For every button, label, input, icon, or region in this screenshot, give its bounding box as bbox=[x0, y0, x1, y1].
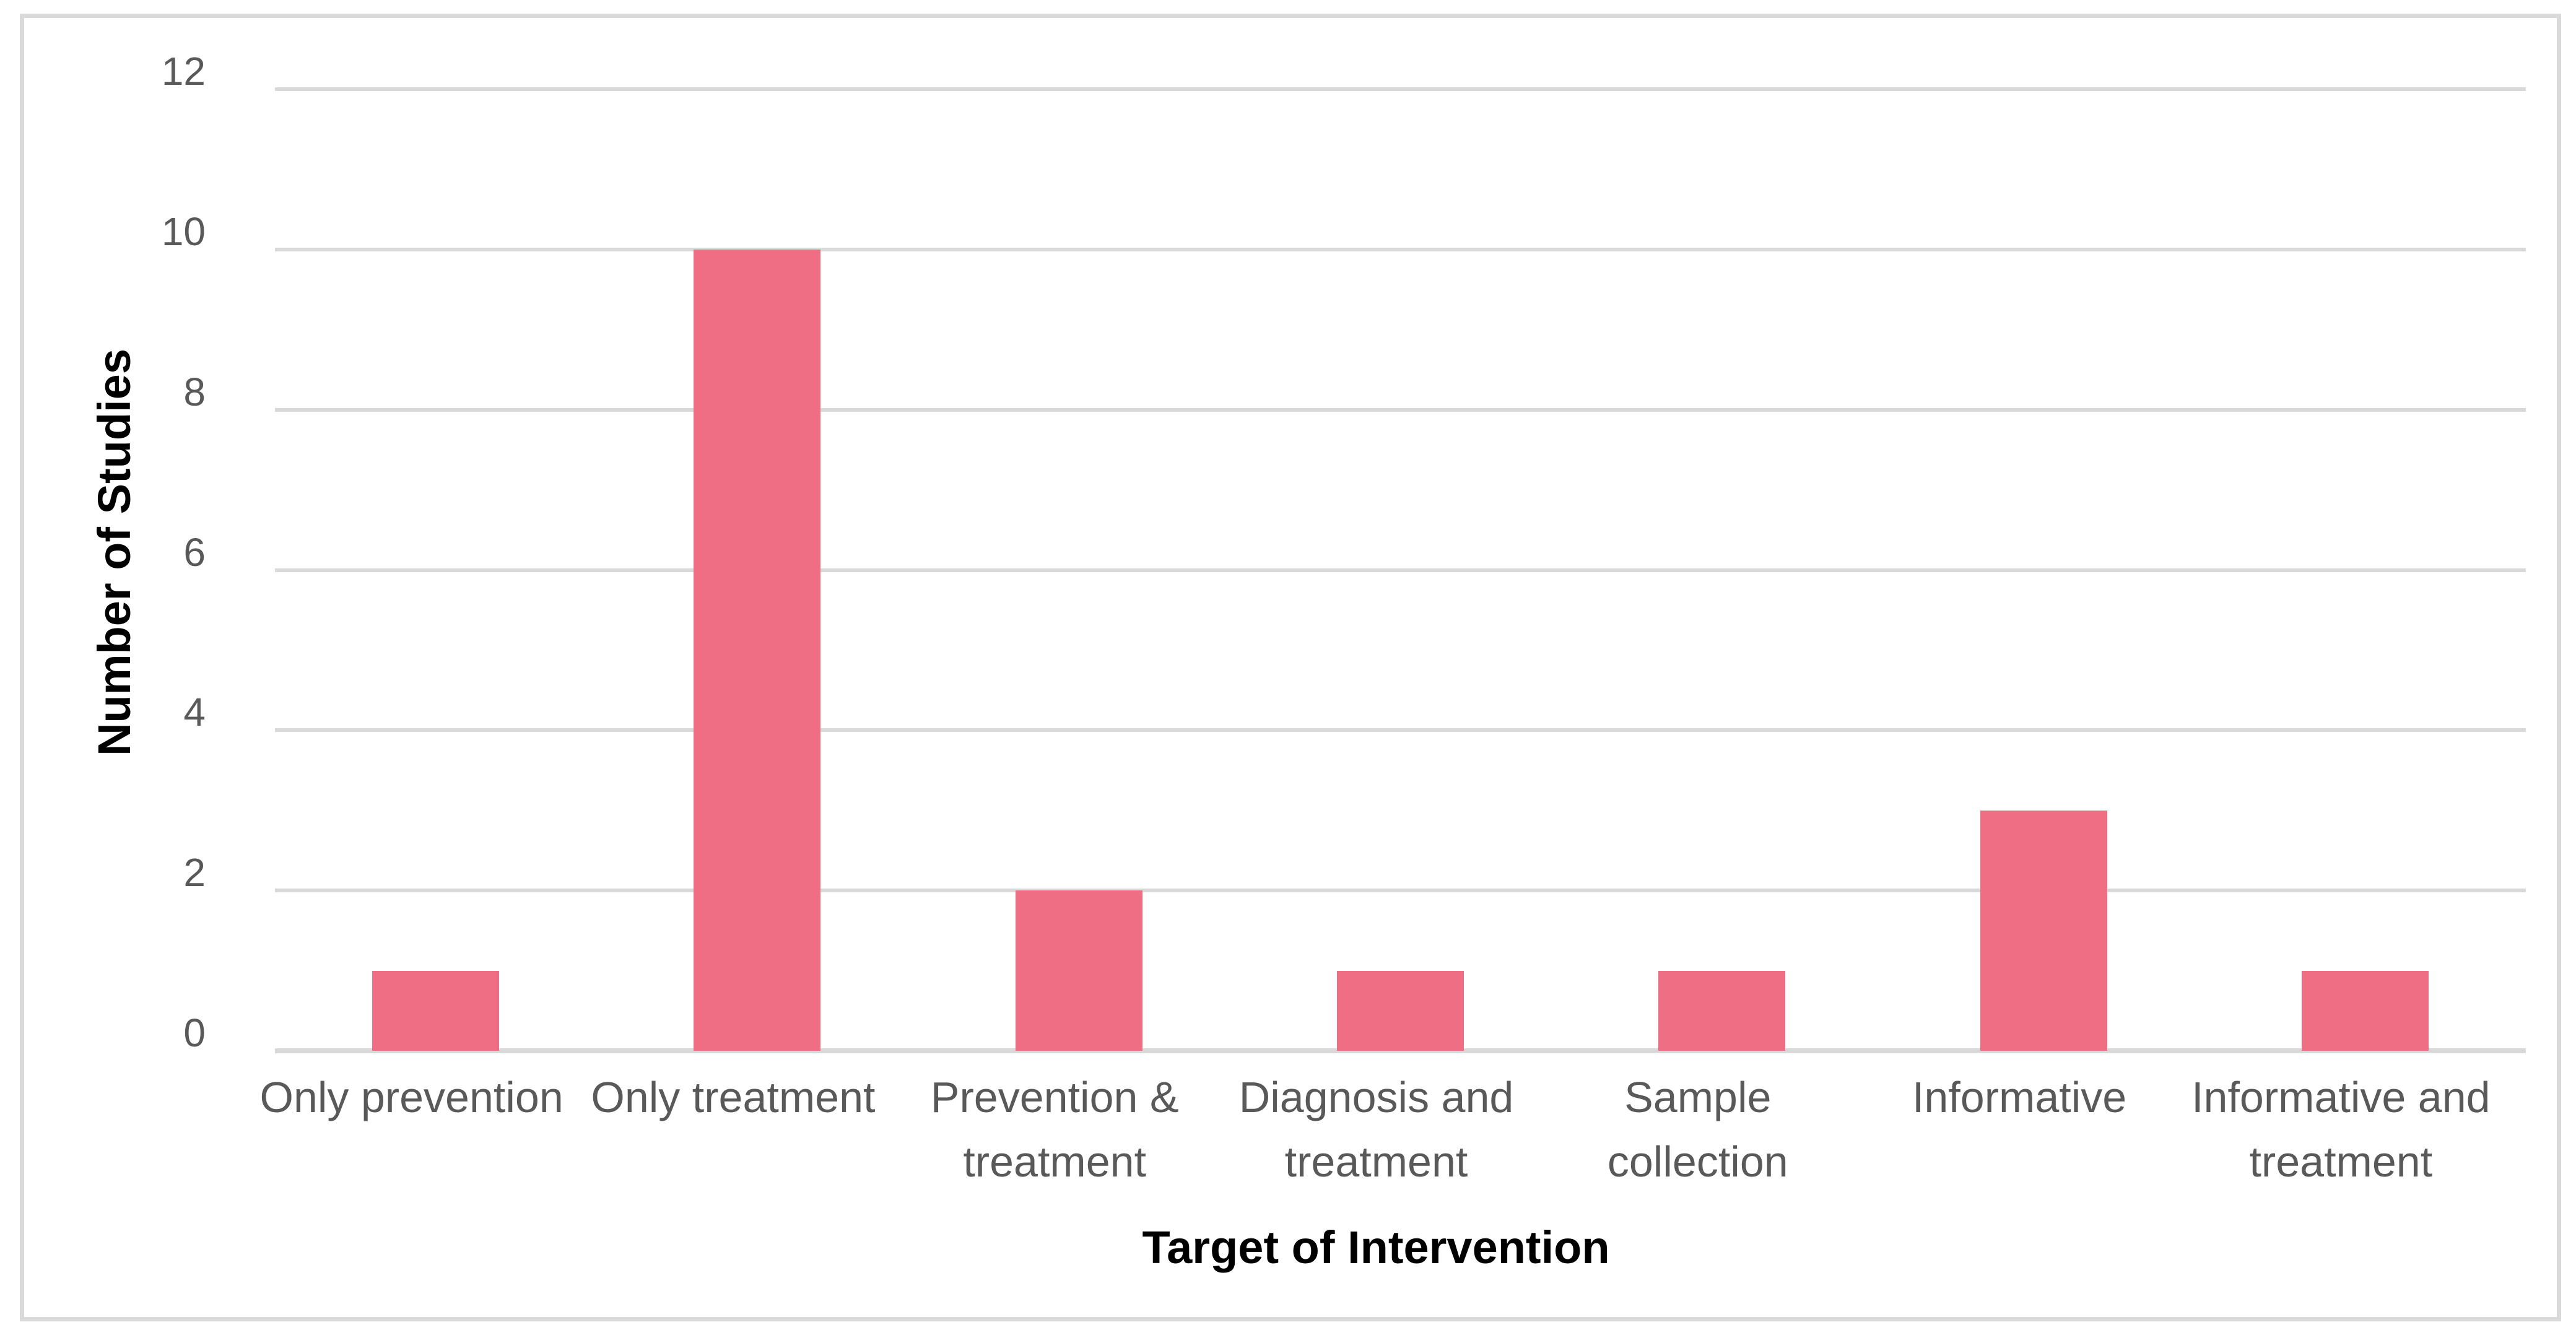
x-category-label-informative-and-treatment: Informative and treatment bbox=[2191, 1073, 2491, 1186]
gridline-y6 bbox=[275, 568, 2526, 572]
y-tick-label-8: 8 bbox=[183, 369, 206, 414]
y-axis-title: Number of Studies bbox=[89, 349, 140, 756]
bar-only-treatment bbox=[694, 249, 821, 1051]
x-category-label-diagnosis-and-treatment: Diagnosis and treatment bbox=[1238, 1073, 1514, 1186]
chart-frame bbox=[20, 14, 2561, 1321]
bar-sample-collection bbox=[1658, 970, 1786, 1051]
x-category-label-only-prevention: Only prevention bbox=[259, 1073, 564, 1121]
gridline-y8 bbox=[275, 407, 2526, 412]
bar-diagnosis-and-treatment bbox=[1337, 970, 1464, 1051]
y-tick-label-6: 6 bbox=[183, 529, 206, 575]
x-category-label-prevention-treatment: Prevention & treatment bbox=[930, 1073, 1179, 1186]
x-axis-title: Target of Intervention bbox=[1142, 1222, 1610, 1273]
y-tick-label-12: 12 bbox=[161, 49, 206, 93]
plot-area bbox=[275, 87, 2526, 1053]
x-category-label-only-treatment: Only treatment bbox=[591, 1073, 876, 1121]
x-category-label-sample-collection: Sample collection bbox=[1607, 1073, 1788, 1186]
gridline-y2 bbox=[275, 889, 2526, 893]
y-tick-label-0: 0 bbox=[183, 1011, 206, 1055]
bar-informative-and-treatment bbox=[2301, 970, 2429, 1051]
bar-only-prevention bbox=[372, 970, 500, 1051]
bar-prevention-treatment bbox=[1015, 890, 1142, 1051]
gridline-y4 bbox=[275, 728, 2526, 733]
gridline-y12 bbox=[275, 87, 2526, 91]
y-tick-label-4: 4 bbox=[183, 690, 206, 735]
bar-informative bbox=[1980, 810, 2107, 1051]
y-tick-label-10: 10 bbox=[161, 209, 206, 254]
y-tick-label-2: 2 bbox=[183, 850, 206, 895]
x-axis-line bbox=[275, 1048, 2526, 1053]
gridline-y10 bbox=[275, 247, 2526, 251]
x-category-label-informative: Informative bbox=[1912, 1073, 2127, 1121]
